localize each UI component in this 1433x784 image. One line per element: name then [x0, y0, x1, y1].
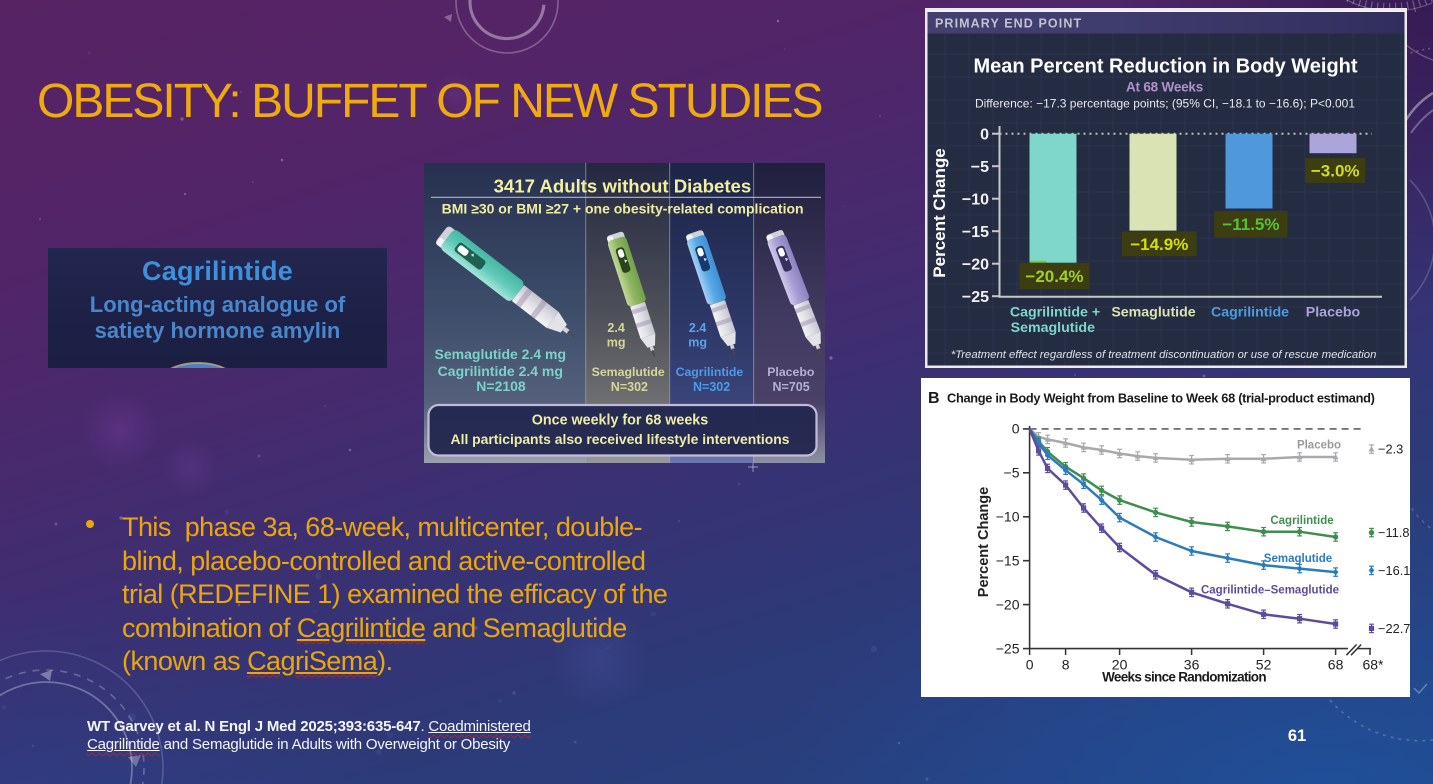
svg-text:−10: −10: [962, 192, 989, 209]
svg-text:Semaglutide 2.4 mg: Semaglutide 2.4 mg: [435, 346, 566, 362]
svg-text:N=2108: N=2108: [476, 378, 526, 394]
svg-text:−10: −10: [996, 509, 1020, 525]
svg-text:N=705: N=705: [773, 380, 810, 394]
svg-text:−20.4%: −20.4%: [1025, 267, 1083, 286]
svg-text:−15: −15: [962, 224, 989, 241]
svg-text:−5: −5: [1004, 465, 1020, 481]
svg-text:2.4: 2.4: [689, 321, 706, 335]
svg-text:Placebo: Placebo: [1297, 440, 1341, 452]
svg-text:0: 0: [1026, 657, 1034, 673]
svg-text:0: 0: [1012, 421, 1020, 437]
svg-text:Percent Change: Percent Change: [930, 148, 949, 277]
svg-text:BMI ≥30 or BMI ≥27 + one obesi: BMI ≥30 or BMI ≥27 + one obesity-related…: [442, 201, 804, 217]
svg-text:Cagrilintide–Semaglutide: Cagrilintide–Semaglutide: [1201, 585, 1339, 597]
svg-text:2.4: 2.4: [607, 321, 624, 335]
svg-text:−5: −5: [971, 159, 989, 176]
svg-text:*Treatment effect regardless o: *Treatment effect regardless of treatmen…: [951, 349, 1377, 361]
svg-text:Placebo: Placebo: [767, 365, 815, 379]
svg-text:−25: −25: [996, 640, 1020, 656]
svg-text:−14.9%: −14.9%: [1130, 235, 1188, 254]
svg-text:N=302: N=302: [693, 380, 730, 394]
svg-text:Cagrilintide +: Cagrilintide +: [1010, 305, 1100, 321]
svg-text:52: 52: [1256, 657, 1272, 673]
svg-text:Semaglutide: Semaglutide: [1011, 320, 1095, 336]
svg-text:mg: mg: [607, 335, 626, 349]
svg-text:−11.5%: −11.5%: [1222, 215, 1279, 234]
svg-text:At 68 Weeks: At 68 Weeks: [1126, 80, 1203, 95]
svg-text:PRIMARY END POINT: PRIMARY END POINT: [935, 16, 1082, 30]
svg-text:−25: −25: [962, 289, 989, 306]
svg-text:−20: −20: [962, 257, 989, 274]
svg-text:Cagrilintide: Cagrilintide: [1270, 515, 1333, 527]
svg-text:68*: 68*: [1362, 657, 1384, 673]
svg-text:N=302: N=302: [611, 380, 648, 394]
svg-text:−2.3: −2.3: [1378, 442, 1403, 457]
svg-text:Cagrilintide 2.4 mg: Cagrilintide 2.4 mg: [438, 363, 563, 379]
svg-text:Semaglutide: Semaglutide: [1264, 553, 1332, 565]
svg-text:68: 68: [1328, 657, 1344, 673]
svg-text:Difference: −17.3 percentage p: Difference: −17.3 percentage points; (95…: [975, 97, 1355, 111]
svg-text:8: 8: [1062, 657, 1070, 673]
svg-text:36: 36: [1184, 657, 1200, 673]
svg-text:Percent Change: Percent Change: [976, 487, 992, 597]
svg-text:−20: −20: [996, 596, 1020, 612]
svg-text:0: 0: [980, 127, 989, 144]
svg-text:Placebo: Placebo: [1306, 305, 1361, 321]
svg-text:Once weekly for 68 weeks: Once weekly for 68 weeks: [532, 413, 708, 429]
svg-text:20: 20: [1112, 657, 1128, 673]
svg-text:−22.7: −22.7: [1378, 621, 1410, 636]
svg-text:Change in Body Weight from Bas: Change in Body Weight from Baseline to W…: [947, 391, 1375, 406]
svg-text:−16.1: −16.1: [1378, 563, 1410, 578]
svg-text:Weeks since Randomization: Weeks since Randomization: [1102, 670, 1266, 685]
svg-text:Cagrilintide: Cagrilintide: [1211, 305, 1289, 321]
svg-text:−11.8: −11.8: [1378, 525, 1409, 540]
svg-text:Cagrilintide: Cagrilintide: [676, 365, 744, 379]
svg-text:All participants also received: All participants also received lifestyle…: [451, 431, 790, 447]
svg-text:−15: −15: [996, 553, 1020, 569]
svg-text:−3.0%: −3.0%: [1311, 162, 1360, 181]
svg-text:mg: mg: [688, 335, 707, 349]
svg-text:Mean Percent Reduction in Body: Mean Percent Reduction in Body Weight: [973, 56, 1357, 78]
svg-text:Semaglutide: Semaglutide: [592, 365, 665, 379]
svg-text:3417 Adults without Diabetes: 3417 Adults without Diabetes: [494, 176, 752, 197]
svg-text:Semaglutide: Semaglutide: [1111, 305, 1195, 321]
svg-text:B: B: [928, 390, 940, 407]
